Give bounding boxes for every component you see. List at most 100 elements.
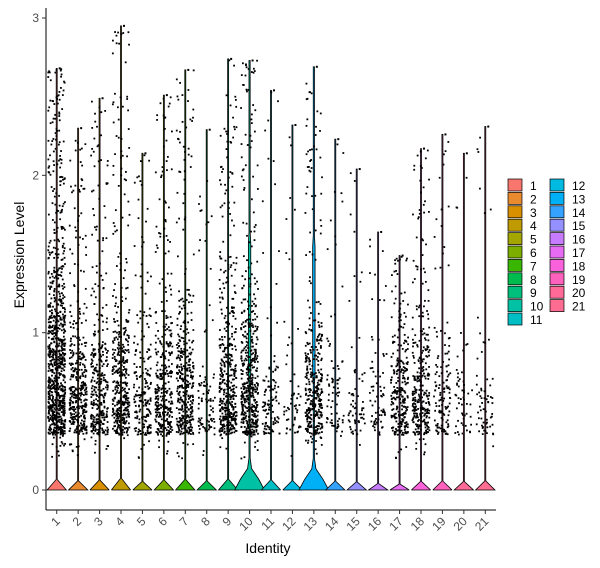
data-point-3 — [90, 100, 93, 103]
data-point-3 — [92, 432, 95, 435]
data-point-1 — [52, 402, 55, 405]
data-point-5 — [147, 326, 150, 329]
data-point-7 — [183, 403, 186, 405]
data-point-3 — [91, 422, 94, 425]
data-point-3 — [93, 330, 96, 333]
data-point-4 — [124, 327, 127, 329]
data-point-6 — [170, 322, 173, 325]
data-point-7 — [176, 387, 179, 390]
data-point-14 — [327, 340, 330, 343]
data-point-2 — [73, 285, 76, 288]
data-point-1 — [56, 424, 59, 427]
data-point-1 — [63, 317, 66, 319]
data-point-14 — [336, 427, 339, 430]
data-point-8 — [198, 382, 200, 385]
data-point-9 — [229, 416, 231, 418]
data-point-12 — [283, 410, 286, 413]
data-point-6 — [154, 388, 157, 390]
data-point-5 — [142, 241, 145, 244]
data-point-4 — [123, 178, 126, 181]
data-point-2 — [69, 397, 72, 399]
data-point-9 — [230, 413, 233, 415]
data-point-5 — [138, 404, 140, 407]
data-point-6 — [168, 430, 171, 433]
data-point-4 — [111, 370, 114, 373]
data-point-1 — [53, 288, 56, 290]
data-point-1 — [52, 431, 54, 434]
data-point-8 — [203, 427, 206, 429]
data-point-10 — [248, 421, 251, 424]
data-point-7 — [192, 329, 195, 331]
data-point-6 — [159, 395, 162, 398]
data-point-2 — [69, 412, 72, 414]
data-point-1 — [57, 339, 60, 341]
data-point-13 — [317, 321, 320, 324]
data-point-4 — [114, 92, 116, 95]
data-point-1 — [55, 422, 58, 425]
data-point-15 — [353, 180, 356, 182]
data-point-4 — [124, 382, 127, 385]
data-point-9 — [230, 419, 233, 422]
data-point-17 — [390, 416, 393, 419]
data-point-4 — [120, 150, 123, 153]
data-point-10 — [251, 425, 254, 428]
violin-group-10 — [234, 59, 266, 491]
data-point-5 — [139, 160, 142, 163]
data-point-2 — [78, 310, 81, 313]
data-point-6 — [167, 381, 170, 384]
data-point-4 — [116, 403, 119, 406]
data-point-1 — [60, 367, 63, 370]
data-point-5 — [133, 371, 136, 374]
data-point-1 — [54, 271, 57, 273]
data-point-9 — [225, 433, 228, 436]
data-point-1 — [54, 361, 57, 363]
data-point-1 — [63, 425, 66, 428]
data-point-3 — [106, 328, 109, 330]
data-point-4 — [114, 349, 117, 351]
data-point-4 — [118, 433, 121, 436]
data-point-13 — [306, 367, 309, 370]
data-point-7 — [187, 89, 190, 91]
data-point-13 — [307, 378, 310, 381]
data-point-2 — [79, 148, 82, 151]
data-point-2 — [83, 423, 86, 426]
data-point-4 — [117, 184, 120, 187]
data-point-7 — [186, 328, 188, 331]
data-point-7 — [181, 356, 183, 358]
data-point-7 — [185, 403, 188, 406]
data-point-2 — [84, 359, 87, 361]
data-point-10 — [243, 401, 246, 404]
data-point-9 — [226, 156, 228, 159]
data-point-3 — [95, 422, 98, 425]
data-point-5 — [134, 416, 137, 419]
data-point-6 — [165, 350, 168, 353]
data-point-9 — [229, 395, 231, 398]
data-point-3 — [96, 404, 99, 407]
data-point-1 — [64, 381, 67, 384]
data-point-7 — [185, 410, 188, 413]
data-point-2 — [85, 319, 87, 322]
data-point-9 — [218, 255, 221, 258]
data-point-4 — [127, 414, 130, 417]
data-point-4 — [117, 400, 120, 403]
data-point-1 — [51, 369, 54, 371]
data-point-9 — [223, 362, 226, 364]
data-point-4 — [117, 306, 119, 308]
data-point-8 — [205, 329, 208, 332]
data-point-7 — [182, 380, 185, 383]
data-point-13 — [310, 418, 313, 421]
data-point-7 — [176, 356, 179, 359]
data-point-2 — [82, 387, 85, 389]
data-point-4 — [122, 362, 125, 364]
data-point-15 — [349, 428, 352, 431]
data-point-6 — [156, 114, 159, 117]
data-point-1 — [63, 329, 66, 332]
data-point-10 — [245, 371, 248, 374]
data-point-5 — [143, 154, 146, 157]
data-point-17 — [403, 412, 405, 415]
data-point-17 — [407, 303, 409, 306]
data-point-16 — [371, 415, 373, 417]
data-point-1 — [49, 173, 52, 176]
data-point-14 — [326, 405, 329, 408]
data-point-1 — [59, 184, 62, 186]
